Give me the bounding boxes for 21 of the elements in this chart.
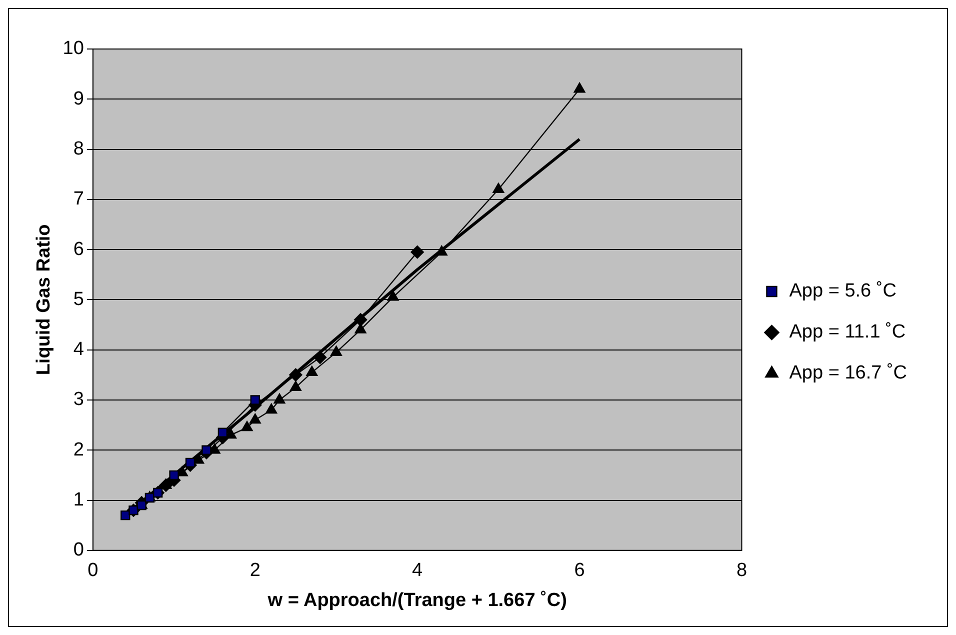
- legend-label: App = 11.1 ˚C: [789, 322, 906, 343]
- y-tick-label: 0: [73, 540, 84, 561]
- y-tick-label: 1: [73, 489, 84, 510]
- y-tick-label: 8: [73, 138, 84, 160]
- x-tick-label: 4: [412, 560, 424, 582]
- y-tick-label: 4: [73, 339, 84, 360]
- y-tick-label: 6: [73, 238, 84, 260]
- x-tick-label: 8: [736, 560, 748, 582]
- legend-label: App = 16.7 ˚C: [789, 362, 908, 384]
- y-axis-title: Liquid Gas Ratio: [34, 224, 55, 376]
- y-tick-label: 10: [62, 38, 84, 60]
- y-tick-label: 2: [73, 439, 84, 460]
- y-tick-label: 7: [73, 188, 84, 210]
- y-tick-label: 5: [73, 288, 84, 310]
- x-axis-title: w = Approach/(Trange + 1.667 ˚C): [266, 590, 567, 611]
- y-tick-label: 3: [73, 389, 84, 410]
- x-tick-label: 0: [88, 560, 98, 582]
- legend-label: App = 5.6 ˚C: [789, 280, 896, 302]
- x-tick-label: 2: [250, 560, 260, 582]
- x-tick-label: 6: [574, 560, 585, 582]
- y-tick-label: 9: [73, 88, 84, 110]
